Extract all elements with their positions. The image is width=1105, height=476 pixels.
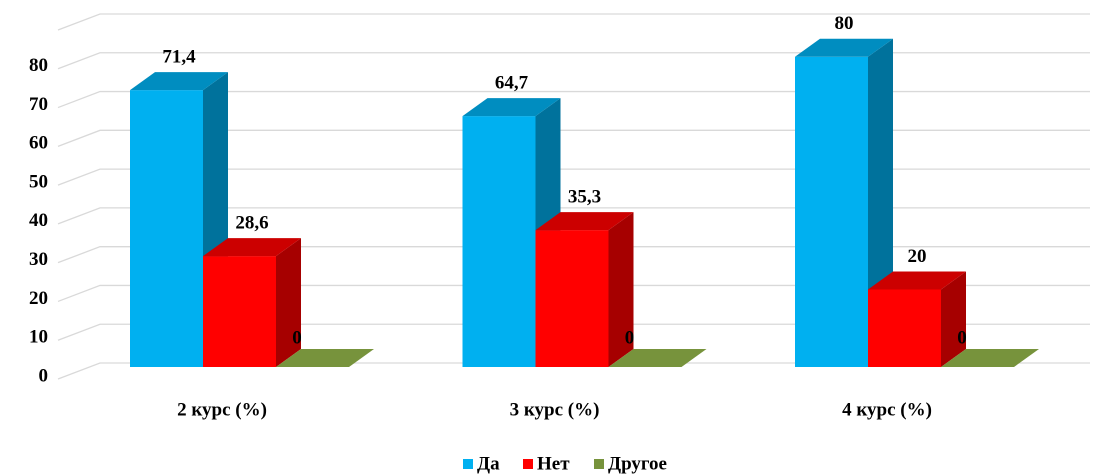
x-tick-label: 2 курс (%)	[177, 399, 267, 420]
bar-front	[462, 116, 536, 367]
y-tick-label: 60	[29, 133, 48, 154]
value-label: 0	[625, 327, 635, 348]
bar-side	[276, 238, 301, 367]
legend-swatch	[594, 459, 604, 469]
value-label: 71,4	[162, 46, 196, 67]
value-label: 28,6	[235, 212, 268, 233]
bar-top	[462, 98, 561, 117]
value-label: 80	[835, 13, 854, 34]
bar-top	[203, 238, 301, 257]
bar-side	[608, 212, 634, 367]
bar-top	[868, 271, 966, 290]
grid-line	[57, 323, 1090, 341]
bar	[535, 212, 634, 367]
bar-side	[941, 271, 966, 367]
grid-line	[57, 246, 1090, 264]
y-tick-label: 10	[29, 327, 48, 348]
legend-swatch	[463, 459, 473, 469]
y-tick-label: 40	[29, 210, 48, 231]
bar-top	[608, 349, 707, 367]
bar-top	[276, 349, 374, 367]
y-tick-label: 70	[29, 94, 48, 115]
bar-front	[203, 256, 276, 367]
value-label: 0	[957, 327, 967, 348]
bar	[868, 271, 966, 367]
bar	[941, 349, 1039, 367]
grid-line	[57, 129, 1090, 147]
grid-line	[57, 168, 1090, 186]
grid-line	[57, 207, 1090, 225]
x-tick-label: 3 курс (%)	[510, 399, 600, 420]
y-tick-label: 80	[29, 55, 48, 76]
x-tick-label: 4 курс (%)	[842, 399, 932, 420]
legend-swatch	[523, 459, 533, 469]
grid-line	[57, 52, 1090, 70]
legend-label: Другое	[608, 453, 667, 474]
bar-top	[535, 212, 634, 231]
grid-line	[57, 284, 1090, 303]
grid-line	[57, 90, 1090, 109]
value-label: 35,3	[568, 186, 601, 207]
bar-top	[130, 72, 228, 91]
y-tick-label: 50	[29, 171, 48, 192]
bar	[462, 98, 561, 367]
legend-label: Да	[477, 453, 500, 474]
bar-front	[130, 90, 203, 368]
bar	[608, 349, 707, 367]
bar-front	[868, 289, 941, 367]
y-tick-label: 30	[29, 249, 48, 270]
bar-front	[535, 230, 609, 367]
y-tick-label: 0	[39, 365, 49, 386]
value-label: 64,7	[495, 72, 529, 93]
bar-top	[941, 349, 1039, 367]
bar	[203, 238, 301, 367]
bar-front	[795, 56, 868, 368]
value-label: 0	[292, 327, 302, 348]
bar	[276, 349, 374, 367]
value-label: 20	[908, 246, 927, 267]
legend-label: Нет	[537, 453, 570, 474]
y-tick-label: 20	[29, 288, 48, 309]
grid-line	[57, 362, 1090, 380]
bar-top	[795, 38, 893, 57]
wall-top	[57, 13, 1090, 31]
